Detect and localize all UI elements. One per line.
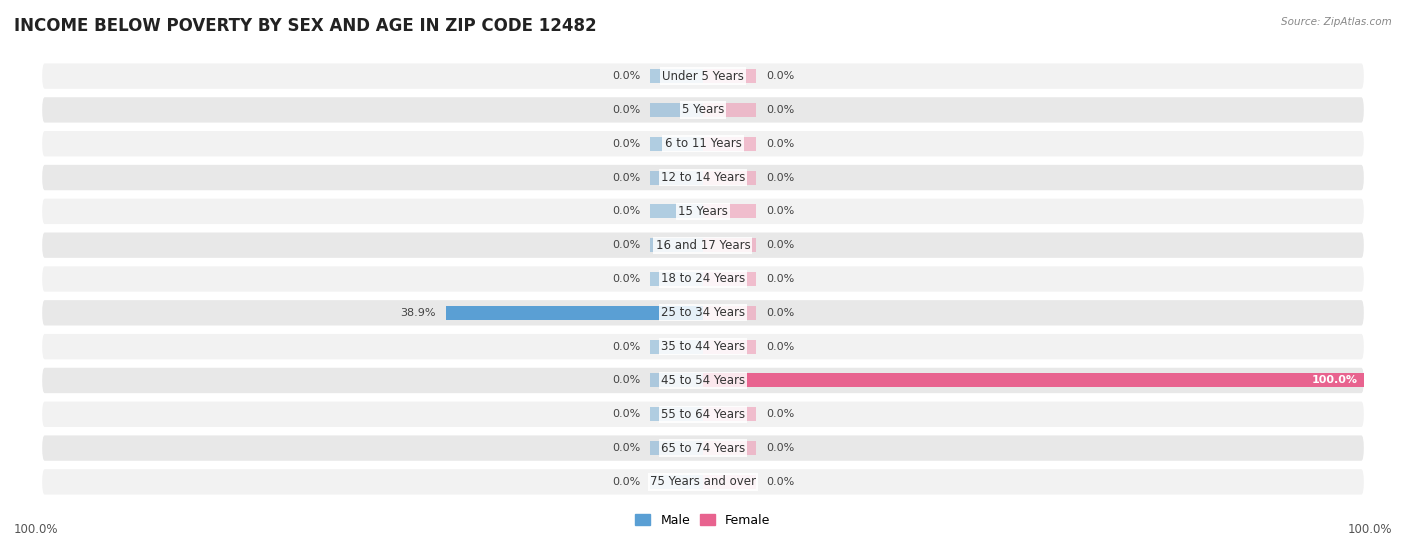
Text: 100.0%: 100.0% (14, 523, 59, 536)
Text: 0.0%: 0.0% (612, 172, 640, 182)
Bar (650, 373, 703, 387)
Bar (703, 475, 756, 489)
Text: 0.0%: 0.0% (612, 71, 640, 81)
Text: 0.0%: 0.0% (612, 139, 640, 149)
FancyBboxPatch shape (42, 435, 1364, 461)
Text: 12 to 14 Years: 12 to 14 Years (661, 171, 745, 184)
Legend: Male, Female: Male, Female (630, 509, 776, 532)
Bar (703, 373, 1364, 387)
Bar (703, 69, 756, 83)
Text: 0.0%: 0.0% (612, 206, 640, 217)
Text: INCOME BELOW POVERTY BY SEX AND AGE IN ZIP CODE 12482: INCOME BELOW POVERTY BY SEX AND AGE IN Z… (14, 17, 596, 35)
Text: 0.0%: 0.0% (766, 206, 794, 217)
Text: Under 5 Years: Under 5 Years (662, 70, 744, 83)
Text: 0.0%: 0.0% (612, 341, 640, 352)
Bar (650, 204, 703, 218)
Text: 65 to 74 Years: 65 to 74 Years (661, 441, 745, 455)
Bar (650, 475, 703, 489)
FancyBboxPatch shape (42, 199, 1364, 224)
Bar (703, 103, 756, 117)
FancyBboxPatch shape (42, 469, 1364, 494)
FancyBboxPatch shape (42, 131, 1364, 156)
Text: 0.0%: 0.0% (766, 105, 794, 115)
FancyBboxPatch shape (42, 165, 1364, 190)
Bar (703, 407, 756, 421)
Text: 0.0%: 0.0% (612, 477, 640, 487)
Text: 6 to 11 Years: 6 to 11 Years (665, 137, 741, 150)
Text: 0.0%: 0.0% (766, 443, 794, 453)
FancyBboxPatch shape (42, 64, 1364, 89)
Bar (650, 441, 703, 455)
Bar (446, 306, 703, 320)
Text: 0.0%: 0.0% (612, 105, 640, 115)
Text: 0.0%: 0.0% (766, 172, 794, 182)
Text: 0.0%: 0.0% (612, 376, 640, 386)
Text: 18 to 24 Years: 18 to 24 Years (661, 272, 745, 286)
Text: 35 to 44 Years: 35 to 44 Years (661, 340, 745, 353)
Bar (703, 204, 756, 218)
Bar (650, 171, 703, 185)
Bar (650, 272, 703, 286)
Text: 15 Years: 15 Years (678, 205, 728, 218)
Bar (650, 407, 703, 421)
FancyBboxPatch shape (42, 368, 1364, 393)
Text: 45 to 54 Years: 45 to 54 Years (661, 374, 745, 387)
Text: 0.0%: 0.0% (612, 443, 640, 453)
FancyBboxPatch shape (42, 233, 1364, 258)
Bar (703, 441, 756, 455)
Bar (650, 69, 703, 83)
Text: 0.0%: 0.0% (612, 240, 640, 250)
FancyBboxPatch shape (42, 266, 1364, 292)
Text: 25 to 34 Years: 25 to 34 Years (661, 306, 745, 319)
Bar (703, 137, 756, 151)
FancyBboxPatch shape (42, 300, 1364, 325)
Text: 55 to 64 Years: 55 to 64 Years (661, 408, 745, 421)
Bar (650, 238, 703, 252)
Text: 0.0%: 0.0% (766, 240, 794, 250)
Bar (703, 306, 756, 320)
Text: 0.0%: 0.0% (766, 409, 794, 419)
Bar (703, 238, 756, 252)
Text: Source: ZipAtlas.com: Source: ZipAtlas.com (1281, 17, 1392, 27)
FancyBboxPatch shape (42, 334, 1364, 359)
Bar (703, 171, 756, 185)
Text: 0.0%: 0.0% (766, 71, 794, 81)
Text: 0.0%: 0.0% (766, 139, 794, 149)
FancyBboxPatch shape (42, 402, 1364, 427)
Text: 5 Years: 5 Years (682, 103, 724, 117)
Text: 16 and 17 Years: 16 and 17 Years (655, 239, 751, 252)
FancyBboxPatch shape (42, 97, 1364, 123)
Bar (703, 340, 756, 354)
Text: 0.0%: 0.0% (766, 308, 794, 318)
Text: 0.0%: 0.0% (766, 274, 794, 284)
Text: 0.0%: 0.0% (612, 274, 640, 284)
Text: 38.9%: 38.9% (401, 308, 436, 318)
Text: 0.0%: 0.0% (612, 409, 640, 419)
Bar (650, 103, 703, 117)
Text: 100.0%: 100.0% (1312, 376, 1357, 386)
Bar (703, 272, 756, 286)
Text: 100.0%: 100.0% (1347, 523, 1392, 536)
Text: 0.0%: 0.0% (766, 477, 794, 487)
Bar (650, 137, 703, 151)
Bar (650, 340, 703, 354)
Text: 0.0%: 0.0% (766, 341, 794, 352)
Text: 75 Years and over: 75 Years and over (650, 475, 756, 488)
